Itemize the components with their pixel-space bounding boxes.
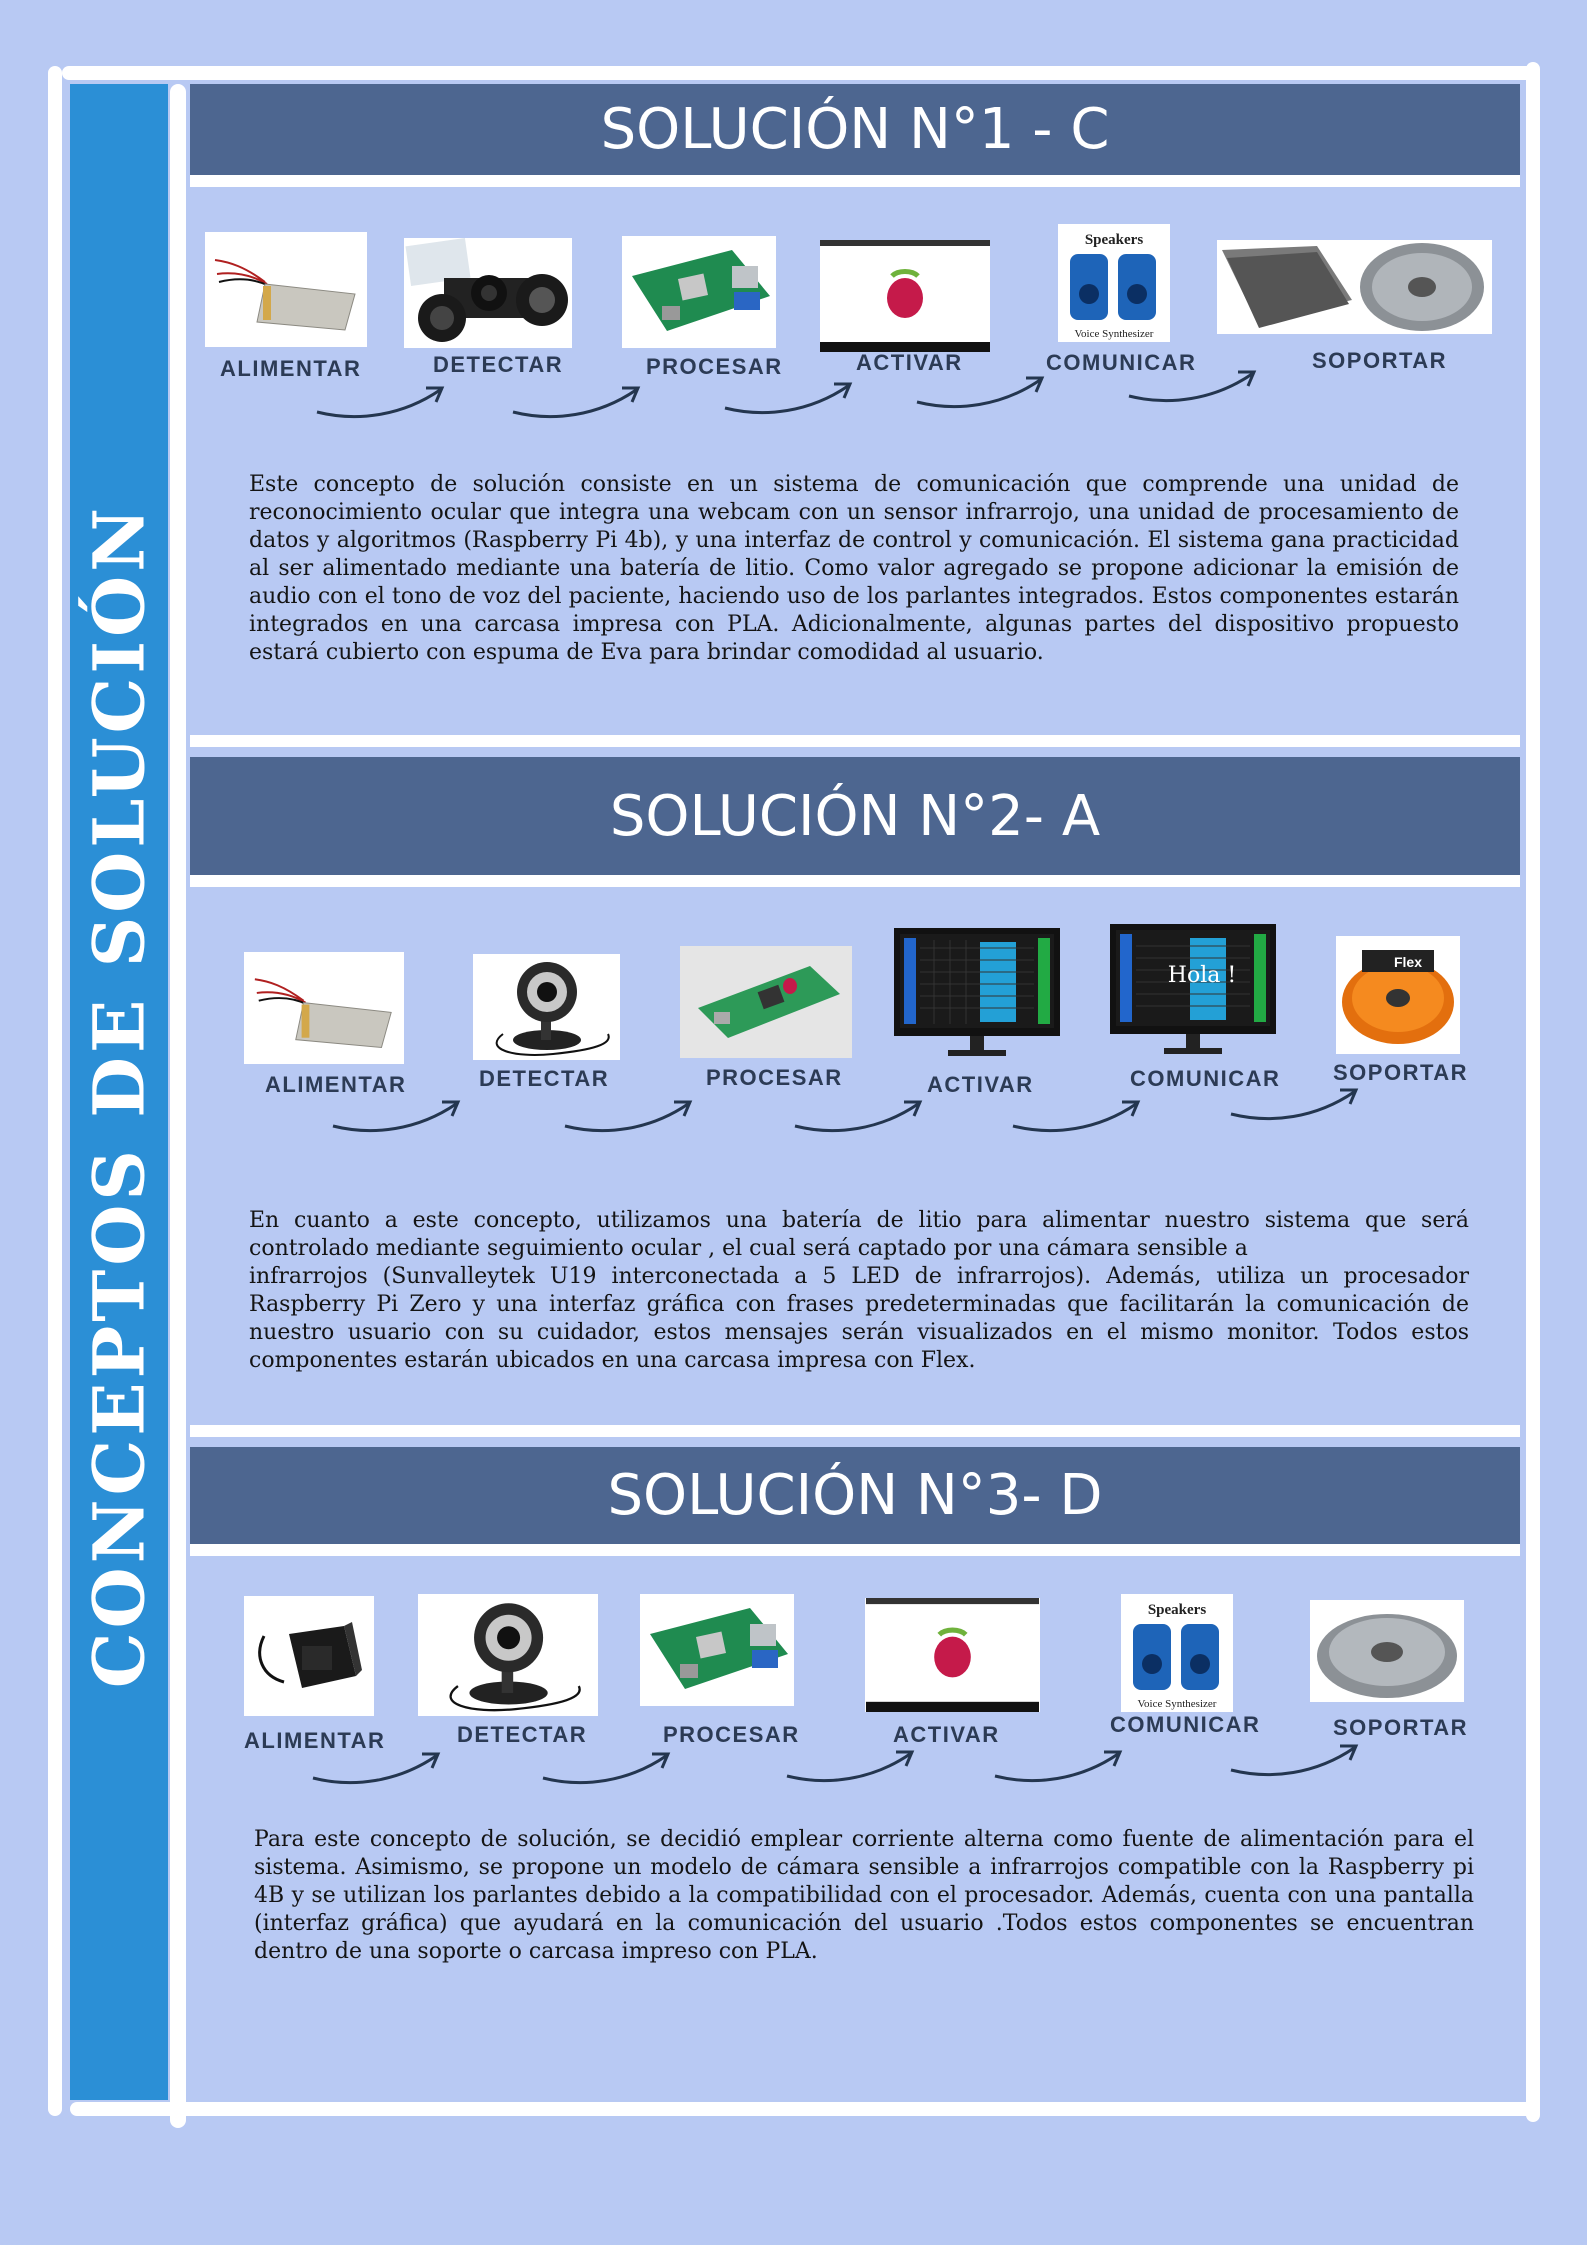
s2-soportar-image: Flex [1336, 936, 1460, 1054]
frame-top-line [62, 66, 1540, 80]
eva-foam-and-pla-spool-icon [1217, 240, 1492, 334]
s2-procesar-image [680, 946, 852, 1058]
raspberry-pi-4b-icon [650, 1608, 788, 1689]
panel-separator [190, 875, 1520, 887]
raspberry-screen-icon [820, 240, 990, 352]
s1-procesar-image [622, 236, 776, 348]
s2-label-alimentar: ALIMENTAR [265, 1072, 407, 1097]
s2-description-line-2: infrarrojos (Sunvalleytek U19 interconec… [249, 1264, 1469, 1373]
s1-soportar-image [1217, 240, 1492, 334]
s2-description-line-1: En cuanto a este concepto, utilizamos un… [249, 1208, 1469, 1261]
panel-separator [190, 735, 1520, 747]
s1-label-procesar: PROCESAR [646, 354, 783, 379]
s3-soportar-image [1310, 1600, 1464, 1702]
s3-label-alimentar: ALIMENTAR [244, 1728, 386, 1753]
s2-label-procesar: PROCESAR [706, 1065, 843, 1090]
s1-description: Este concepto de solución consiste en un… [249, 471, 1459, 667]
s1-label-detectar: DETECTAR [433, 352, 564, 377]
s3-comunicar-image: Speakers Voice Synthesizer [1121, 1594, 1233, 1712]
flex-filament-spool-icon: Flex [1342, 950, 1454, 1044]
s3-procesar-image [640, 1594, 794, 1706]
s3-label-soportar: SOPORTAR [1333, 1715, 1469, 1740]
s1-arrow-4 [916, 376, 1045, 409]
pla-spool-icon [1317, 1614, 1457, 1698]
s2-arrow-2 [564, 1100, 693, 1133]
s1-arrow-3 [724, 382, 853, 415]
voice-synthesizer-text: Voice Synthesizer [1075, 328, 1154, 340]
s1-arrow-2 [512, 386, 641, 419]
s3-arrow-5 [1230, 1744, 1359, 1777]
s3-alimentar-image [244, 1596, 374, 1716]
speakers-icon: Speakers Voice Synthesizer [1070, 232, 1156, 340]
s2-label-detectar: DETECTAR [479, 1066, 610, 1091]
raspberry-pi-4b-icon [632, 250, 770, 331]
s1-arrow-1 [316, 386, 445, 419]
s2-arrow-1 [332, 1100, 461, 1133]
s1-label-activar: ACTIVAR [856, 350, 963, 375]
s1-description-text: Este concepto de solución consiste en un… [249, 472, 1459, 665]
s1-activar-image [820, 240, 990, 352]
s2-detectar-image [473, 954, 620, 1060]
s1-label-alimentar: ALIMENTAR [220, 356, 362, 381]
s2-description: En cuanto a este concepto, utilizamos un… [249, 1207, 1469, 1375]
s2-arrow-3 [794, 1100, 923, 1133]
s1-label-comunicar: COMUNICAR [1046, 350, 1197, 375]
s3-activar-image [865, 1598, 1040, 1712]
ir-camera-module-icon [405, 238, 568, 342]
s3-label-procesar: PROCESAR [663, 1722, 800, 1747]
s1-alimentar-image [205, 232, 367, 347]
solution-1-title: SOLUCIÓN N°1 - C [190, 84, 1520, 175]
lithium-battery-icon [214, 259, 356, 331]
s1-arrow-5 [1128, 370, 1257, 403]
s2-alimentar-image [244, 952, 404, 1064]
s3-arrow-2 [542, 1752, 671, 1785]
monitor-keyboard-grid-icon [894, 928, 1060, 1056]
panel-separator [190, 1544, 1520, 1556]
s3-description: Para este concepto de solución, se decid… [254, 1826, 1474, 1966]
s3-arrow-1 [312, 1752, 441, 1785]
s3-arrow-3 [786, 1750, 915, 1783]
lithium-battery-icon [254, 978, 392, 1048]
flex-text: Flex [1394, 954, 1422, 970]
speakers-text: Speakers [1085, 232, 1144, 248]
webcam-icon [495, 962, 610, 1056]
s3-label-detectar: DETECTAR [457, 1722, 588, 1747]
s2-label-soportar: SOPORTAR [1333, 1060, 1469, 1085]
s3-description-text: Para este concepto de solución, se decid… [254, 1827, 1474, 1964]
s3-label-comunicar: COMUNICAR [1110, 1712, 1261, 1737]
hola-text: Hola ! [1168, 963, 1236, 988]
frame-inner-line [170, 84, 186, 2128]
panel-separator [190, 1425, 1520, 1437]
raspberry-screen-icon [865, 1598, 1040, 1712]
sidebar-title: CONCEPTOS DE SOLUCIÓN [77, 503, 161, 1689]
s2-arrow-5 [1230, 1088, 1359, 1121]
speakers-text: Speakers [1148, 1602, 1207, 1618]
panel-separator [190, 175, 1520, 187]
raspberry-pi-zero-icon [698, 966, 840, 1038]
sidebar [70, 84, 168, 2100]
frame-bottom-line [70, 2102, 1540, 2116]
s3-arrow-4 [994, 1750, 1123, 1783]
frame-right-line [1526, 62, 1540, 2122]
webcam-icon [449, 1603, 581, 1712]
s2-comunicar-image: Hola ! [1110, 924, 1276, 1058]
voice-synthesizer-text: Voice Synthesizer [1138, 1698, 1217, 1710]
s2-activar-image [894, 928, 1060, 1058]
s2-label-comunicar: COMUNICAR [1130, 1066, 1281, 1091]
frame-left-line [48, 66, 62, 2116]
s3-detectar-image [418, 1594, 598, 1716]
s1-detectar-image [404, 238, 572, 348]
s2-label-activar: ACTIVAR [927, 1072, 1034, 1097]
s2-arrow-4 [1012, 1100, 1141, 1133]
ac-power-adapter-icon [258, 1622, 362, 1688]
solution-2-title: SOLUCIÓN N°2- A [190, 757, 1520, 875]
s3-label-activar: ACTIVAR [893, 1722, 1000, 1747]
s1-label-soportar: SOPORTAR [1312, 348, 1448, 373]
monitor-hola-icon: Hola ! [1110, 924, 1276, 1054]
solution-3-title: SOLUCIÓN N°3- D [190, 1447, 1520, 1544]
s1-comunicar-image: Speakers Voice Synthesizer [1058, 224, 1170, 342]
speakers-icon: Speakers Voice Synthesizer [1133, 1602, 1219, 1710]
